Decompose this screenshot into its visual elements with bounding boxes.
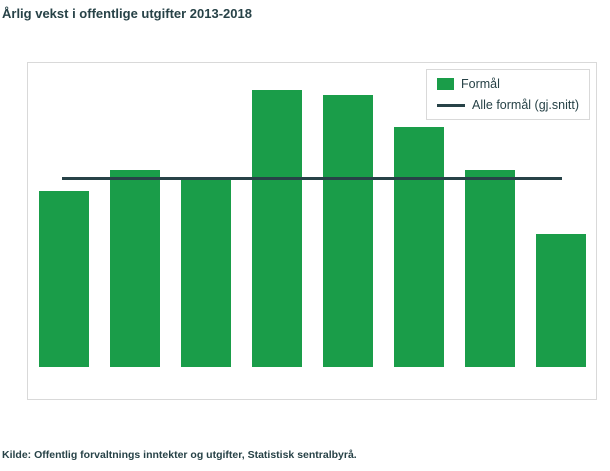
- bar: [38, 191, 89, 367]
- legend-label-formal: Formål: [461, 77, 500, 91]
- bars: [28, 63, 596, 367]
- legend-label-average: Alle formål (gj.snitt): [472, 98, 579, 112]
- chart-plot-area: Formål Alle formål (gj.snitt): [27, 62, 597, 400]
- bar: [251, 89, 302, 367]
- average-line: [62, 177, 562, 181]
- bar: [393, 127, 444, 367]
- bar: [180, 180, 231, 367]
- bar: [322, 95, 373, 367]
- bar: [535, 233, 586, 367]
- bar-series-swatch-icon: [437, 78, 455, 90]
- bar: [109, 169, 160, 367]
- bar: [464, 169, 515, 367]
- page-title: Årlig vekst i offentlige utgifter 2013-2…: [2, 6, 252, 21]
- legend-item-average[interactable]: Alle formål (gj.snitt): [437, 98, 579, 112]
- line-series-swatch-icon: [437, 103, 466, 107]
- legend-item-formal[interactable]: Formål: [437, 77, 579, 91]
- source-note: Kilde: Offentlig forvaltnings inntekter …: [2, 449, 357, 461]
- chart-legend: Formål Alle formål (gj.snitt): [426, 69, 590, 120]
